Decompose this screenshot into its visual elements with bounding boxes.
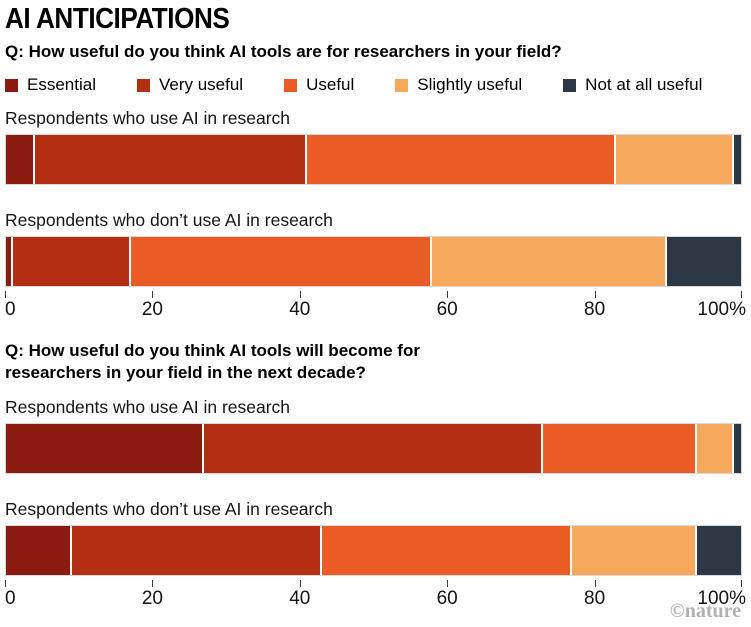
useful-swatch-icon bbox=[284, 78, 298, 92]
slightly_useful-swatch-icon bbox=[395, 78, 409, 92]
axis-tick bbox=[741, 579, 742, 587]
not_at_all_useful-swatch-icon bbox=[563, 78, 577, 92]
segment-not_at_all_useful bbox=[733, 423, 741, 473]
legend-label-slightly_useful: Slightly useful bbox=[417, 75, 523, 95]
segment-very_useful bbox=[204, 423, 543, 473]
stacked-bar-0-0 bbox=[5, 134, 742, 186]
legend-item-slightly_useful: Slightly useful bbox=[395, 75, 522, 95]
bar-label-0-1: Respondents who don’t use AI in research bbox=[5, 210, 333, 231]
bar-label-1-1: Respondents who don’t use AI in research bbox=[5, 498, 333, 519]
segment-useful bbox=[307, 135, 617, 185]
x-axis-1: 0 20 40 60 80 100% bbox=[5, 578, 746, 609]
axis-tick bbox=[594, 579, 596, 587]
segment-slightly_useful bbox=[696, 423, 734, 473]
legend-label-essential: Essential bbox=[27, 75, 96, 95]
axis-tick-label: 0 bbox=[5, 587, 16, 609]
segment-useful bbox=[130, 237, 433, 287]
segment-very_useful bbox=[13, 237, 131, 287]
axis-tick bbox=[5, 579, 6, 587]
segment-useful bbox=[542, 423, 697, 473]
axis-tick-label: 0 bbox=[5, 299, 16, 321]
legend-label-very_useful: Very useful bbox=[158, 75, 244, 95]
stacked-bar-1-0 bbox=[5, 422, 742, 474]
segment-useful bbox=[322, 525, 572, 575]
bar-group-1-1: Respondents who don’t use AI in research bbox=[5, 499, 742, 576]
stacked-bar-0-1 bbox=[5, 236, 742, 288]
segment-very_useful bbox=[35, 135, 308, 185]
axis-tick-label: 60 bbox=[436, 587, 458, 609]
bar-label-0-0: Respondents who use AI in research bbox=[5, 108, 291, 129]
legend-item-very_useful: Very useful bbox=[136, 75, 244, 95]
segment-not_at_all_useful bbox=[667, 237, 741, 287]
bar-group-0-1: Respondents who don’t use AI in research bbox=[5, 210, 742, 288]
axis-tick bbox=[447, 291, 449, 299]
stacked-bar-1-1 bbox=[5, 524, 742, 576]
page-title: AI ANTICIPATIONS bbox=[5, 3, 742, 35]
bar-group-0-0: Respondents who use AI in research bbox=[5, 108, 742, 186]
axis-tick-label: 100% bbox=[697, 299, 746, 321]
legend-item-not_at_all_useful: Not at all useful bbox=[563, 75, 702, 95]
segment-essential bbox=[6, 237, 14, 287]
segment-not_at_all_useful bbox=[733, 135, 741, 185]
axis-tick-label: 60 bbox=[436, 299, 458, 321]
legend: Essential Very useful Useful Slightly usefu… bbox=[5, 75, 742, 95]
legend-item-useful: Useful bbox=[284, 75, 354, 95]
page-title-text: AI ANTICIPATIONS bbox=[5, 3, 230, 35]
x-axis-0: 0 20 40 60 80 100% bbox=[5, 289, 746, 321]
axis-tick-label: 100% bbox=[697, 587, 746, 609]
chart-current-usefulness: Respondents who use AI in research Respon… bbox=[5, 108, 746, 321]
axis-tick bbox=[5, 291, 6, 299]
legend-label-useful: Useful bbox=[306, 75, 355, 95]
segment-essential bbox=[6, 135, 36, 185]
axis-tick bbox=[299, 579, 301, 587]
legend-label-not_at_all_useful: Not at all useful bbox=[585, 75, 703, 95]
nature-credit: ©nature bbox=[669, 600, 741, 622]
axis-tick-label: 20 bbox=[141, 587, 163, 609]
axis-tick bbox=[447, 579, 449, 587]
segment-slightly_useful bbox=[432, 237, 668, 287]
segment-slightly_useful bbox=[571, 525, 697, 575]
axis-tick-label: 80 bbox=[584, 299, 606, 321]
essential-swatch-icon bbox=[5, 78, 18, 92]
bar-label-1-0: Respondents who use AI in research bbox=[5, 396, 291, 417]
axis-tick bbox=[594, 291, 596, 299]
axis-tick bbox=[741, 291, 742, 299]
axis-tick-label: 80 bbox=[584, 587, 606, 609]
question-1: Q: How useful do you think AI tools are … bbox=[5, 42, 562, 62]
very_useful-swatch-icon bbox=[136, 78, 150, 92]
segment-essential bbox=[6, 423, 205, 473]
axis-tick-label: 20 bbox=[141, 299, 163, 321]
legend-item-essential: Essential bbox=[5, 75, 96, 95]
question-2: Q: How useful do you think AI tools will… bbox=[5, 341, 420, 382]
axis-tick bbox=[152, 579, 154, 587]
segment-slightly_useful bbox=[616, 135, 734, 185]
segment-essential bbox=[6, 525, 73, 575]
chart-future-usefulness: Respondents who use AI in research Respon… bbox=[5, 397, 746, 609]
axis-tick bbox=[299, 291, 301, 299]
segment-not_at_all_useful bbox=[696, 525, 741, 575]
bar-group-1-0: Respondents who use AI in research bbox=[5, 397, 742, 474]
axis-tick bbox=[152, 291, 154, 299]
axis-tick-label: 40 bbox=[289, 299, 311, 321]
segment-very_useful bbox=[72, 525, 323, 575]
axis-tick-label: 40 bbox=[289, 587, 311, 609]
